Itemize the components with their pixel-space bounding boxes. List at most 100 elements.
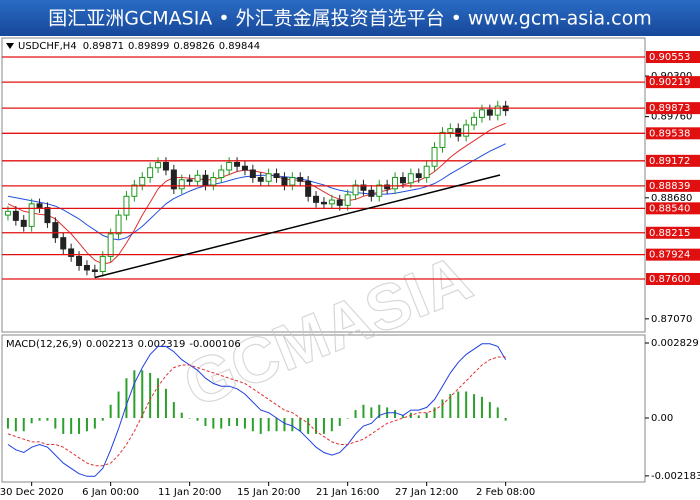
candle-body [44, 207, 51, 224]
ohlc-value: 0.89871 [83, 41, 124, 52]
histogram-bar [157, 378, 160, 419]
candle-body [281, 177, 288, 186]
histogram-bar [93, 418, 96, 429]
y-tick-label: 0.00 [651, 413, 673, 424]
histogram-bar [125, 378, 128, 419]
level-label-box [646, 248, 700, 261]
candle-body [431, 146, 438, 167]
candle-body [455, 128, 462, 137]
ohlc-value: 0.89899 [128, 41, 169, 52]
histogram-bar [346, 418, 349, 419]
moving-average [7, 143, 506, 241]
level-label: 0.90219 [649, 77, 690, 88]
level-label: 0.88215 [649, 228, 690, 239]
candle-body [20, 219, 27, 227]
level-label-box [646, 202, 700, 215]
candle-body [218, 169, 225, 179]
candle-body [155, 161, 162, 169]
candle-body [399, 177, 406, 184]
ohlc-value: 0.89826 [173, 41, 214, 52]
trend-line [94, 174, 501, 279]
y-tick-label: 0.87070 [651, 314, 692, 325]
candle-body [265, 173, 272, 182]
histogram-bar [496, 407, 499, 419]
candle-body [202, 174, 209, 186]
candle-body [463, 124, 470, 137]
histogram-bar [188, 418, 191, 419]
candle-body [352, 184, 359, 196]
level-label: 0.87924 [649, 250, 690, 261]
histogram-bar [338, 418, 341, 426]
level-label-box [646, 226, 700, 239]
histogram-bar [362, 404, 365, 419]
level-label-box [646, 102, 700, 115]
histogram-bar [449, 394, 452, 419]
macd-value: -0.000106 [189, 339, 240, 350]
histogram-bar [354, 410, 357, 419]
histogram-bar [488, 402, 491, 419]
histogram-bar [433, 407, 436, 419]
macd-title: MACD(12,26,9) [6, 339, 82, 350]
level-label-box [646, 76, 700, 89]
histogram-bar [275, 418, 278, 432]
candle-body [360, 184, 367, 191]
histogram-bar [228, 418, 231, 426]
histogram-bar [465, 391, 468, 419]
histogram-bar [425, 412, 428, 419]
candle-body [4, 210, 11, 216]
macd-value: 0.002213 [86, 339, 134, 350]
symbol: USDCHF,H4 [18, 41, 77, 52]
histogram-bar [164, 388, 167, 419]
candle-body [131, 184, 138, 197]
candle-body [384, 184, 391, 190]
histogram-bar [243, 418, 246, 429]
candle-body [447, 128, 454, 133]
candle-body [36, 203, 43, 209]
y-tick-label: 0.002829 [651, 338, 699, 349]
histogram-bar [283, 418, 286, 432]
candle-body [83, 264, 90, 271]
x-tick-label: 30 Dec 2020 [0, 487, 64, 498]
histogram-bar [394, 410, 397, 419]
macd-readout: MACD(12,26,9) 0.002213 0.002319 -0.000106 [6, 339, 241, 350]
candle-body [147, 167, 154, 179]
histogram-bar [220, 418, 223, 429]
histogram-bar [417, 415, 420, 419]
x-tick-label: 6 Jan 00:00 [82, 487, 139, 498]
candle-body [273, 173, 280, 179]
histogram-bar [473, 394, 476, 419]
candle-body [289, 177, 296, 186]
candle-body [494, 105, 501, 116]
level-label: 0.88839 [649, 181, 690, 192]
level-label: 0.87600 [649, 274, 690, 285]
histogram-bar [46, 418, 49, 421]
candle-body [478, 109, 485, 118]
level-label: 0.88540 [649, 203, 690, 214]
histogram-bar [457, 391, 460, 419]
candle-body [99, 255, 106, 272]
candle-body [305, 180, 312, 197]
histogram-bar [38, 418, 41, 421]
candle-body [486, 109, 493, 116]
candle-body [376, 184, 383, 197]
ohlc-value: 0.89844 [219, 41, 260, 52]
histogram-bar [62, 418, 65, 434]
x-tick-label: 2 Feb 08:00 [476, 487, 535, 498]
histogram-bar [14, 418, 17, 432]
level-label-box [646, 179, 700, 192]
candle-body [107, 233, 114, 257]
y-tick-label: -0.002183 [651, 471, 700, 482]
x-tick-label: 27 Jan 12:00 [395, 487, 458, 498]
histogram-bar [78, 418, 81, 434]
candle-body [439, 131, 446, 148]
level-label: 0.90553 [649, 52, 690, 63]
macd-line [7, 343, 507, 477]
candle-body [28, 203, 35, 227]
histogram-bar [141, 370, 144, 419]
level-label-box [646, 273, 700, 286]
candle-body [91, 269, 98, 272]
candle-body [336, 199, 343, 206]
histogram-bar [149, 372, 152, 419]
candle-body [186, 179, 193, 182]
